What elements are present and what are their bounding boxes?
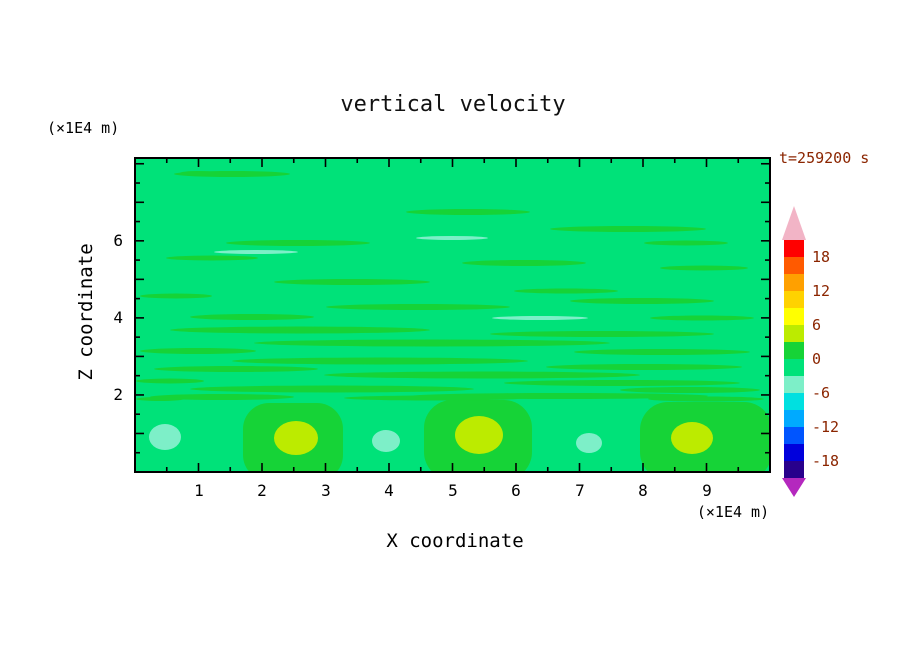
x-tick-5: 5 — [448, 481, 458, 500]
plot-border — [134, 157, 771, 473]
colorbar-under-arrow — [782, 478, 806, 497]
colorbar-over-arrow — [782, 206, 806, 240]
x-tick-4: 4 — [384, 481, 394, 500]
cb-label-m12: -12 — [812, 418, 839, 436]
light-contour-streaks — [214, 236, 588, 320]
z-tick-2: 2 — [113, 385, 123, 404]
z-axis-label: Z coordinate — [75, 243, 97, 380]
downdraft-cores — [149, 424, 602, 453]
updraft-cores — [274, 416, 713, 455]
cb-label-6: 6 — [812, 316, 821, 334]
x-axis-label: X coordinate — [386, 530, 523, 552]
colorbar: 18 12 6 0 -6 -12 -18 — [782, 206, 839, 497]
z-tick-labels: 2 4 6 — [113, 231, 123, 404]
x-tick-3: 3 — [321, 481, 331, 500]
x-tick-8: 8 — [638, 481, 648, 500]
cb-label-0: 0 — [812, 350, 821, 368]
x-tick-7: 7 — [575, 481, 585, 500]
cb-label-m6: -6 — [812, 384, 830, 402]
x-tick-labels: 1 2 3 4 5 6 7 8 9 — [194, 481, 712, 500]
z-tick-6: 6 — [113, 231, 123, 250]
x-tick-9: 9 — [702, 481, 712, 500]
plot-field — [135, 158, 770, 472]
x-tick-2: 2 — [257, 481, 267, 500]
cb-label-18: 18 — [812, 248, 830, 266]
plot-title: vertical velocity — [340, 92, 565, 117]
x-tick-1: 1 — [194, 481, 204, 500]
x-tick-6: 6 — [511, 481, 521, 500]
cb-label-12: 12 — [812, 282, 830, 300]
colorbar-segments — [784, 240, 804, 479]
cb-label-m18: -18 — [812, 452, 839, 470]
y-axis-unit-label: (×1E4 m) — [47, 119, 119, 137]
contour-streaks — [136, 171, 764, 402]
time-annotation: t=259200 s — [779, 149, 869, 167]
colorbar-tick-labels: 18 12 6 0 -6 -12 -18 — [812, 248, 839, 470]
z-tick-4: 4 — [113, 308, 123, 327]
x-axis-unit-label: (×1E4 m) — [697, 503, 769, 521]
